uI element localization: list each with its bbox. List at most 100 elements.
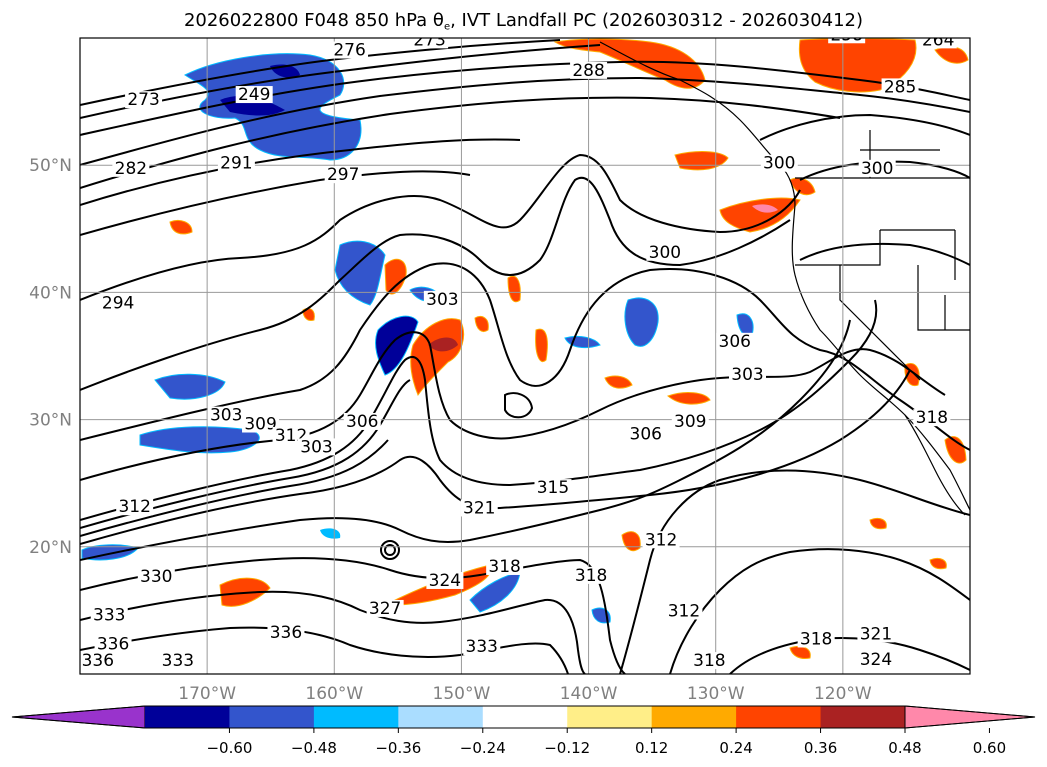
contour-label: 318 xyxy=(575,566,607,586)
contour-label: 336 xyxy=(270,623,302,643)
contour-label: 303 xyxy=(210,406,242,426)
contour-label-bg xyxy=(423,290,461,308)
lon-tick-label: 140°W xyxy=(560,684,618,704)
contour-label-bg xyxy=(159,652,197,670)
contour-label-bg xyxy=(642,531,680,549)
contour-label-bg xyxy=(217,154,255,172)
contour-label: 249 xyxy=(238,85,270,105)
ivt-negative-patch xyxy=(375,315,419,376)
colorbar-segment xyxy=(313,706,399,728)
contour-line xyxy=(80,379,411,529)
figure-title: 2026022800 F048 850 hPa θe, IVT Landfall… xyxy=(0,10,1047,32)
contour-label: 297 xyxy=(327,165,359,185)
contour-line xyxy=(80,262,970,451)
colorbar-segment xyxy=(820,706,906,728)
colorbar-extend-high xyxy=(904,705,1036,729)
ivt-positive-patch xyxy=(929,557,947,570)
ivt-negative-patch xyxy=(320,528,341,539)
contour-label: 333 xyxy=(93,605,125,625)
colorbar-segment xyxy=(482,706,568,728)
contour-label-bg xyxy=(343,412,381,430)
state-border xyxy=(917,265,970,331)
coastlines xyxy=(599,41,970,516)
contour-line xyxy=(669,548,970,674)
contour-label-bg xyxy=(627,425,665,443)
ivt-positive-patch xyxy=(384,258,407,295)
lon-tick-label: 150°W xyxy=(433,684,491,704)
contour-label-bg xyxy=(858,159,896,177)
contour-line xyxy=(80,39,561,106)
colorbar-tick-label: −0.12 xyxy=(544,739,590,757)
contour-label-bg xyxy=(690,652,728,670)
lat-tick-labels: 20°N 30°N 40°N 50°N xyxy=(29,156,72,558)
contour-label: 315 xyxy=(537,478,569,498)
contour-label-bg xyxy=(324,166,362,184)
contour-label: 312 xyxy=(645,530,677,550)
colorbar-extend-low xyxy=(11,705,146,729)
contour-label: 318 xyxy=(916,408,948,428)
lat-tick-label: 50°N xyxy=(29,156,72,176)
colorbar xyxy=(11,705,1036,729)
colorbar-tick-label: −0.24 xyxy=(460,739,506,757)
colorbar-segment xyxy=(567,706,653,728)
contour-label-bg xyxy=(463,638,501,656)
contour-label: 273 xyxy=(127,90,159,110)
contour-label-bg xyxy=(94,635,132,653)
colorbar-segment xyxy=(398,706,484,728)
colorbar-segment xyxy=(229,706,315,728)
contour-label: 264 xyxy=(922,30,954,50)
lon-tick-labels: 170°W 160°W 150°W 140°W 130°W 120°W xyxy=(178,684,872,704)
contour-label: 336 xyxy=(97,635,129,655)
contour-label: 258 xyxy=(830,25,862,45)
contour-label-bg xyxy=(716,332,754,350)
contour-label: 321 xyxy=(860,624,892,644)
contour-label: 318 xyxy=(488,557,520,577)
contour-label-bg xyxy=(570,61,608,79)
contour-label: 312 xyxy=(118,497,150,517)
contour-label: 300 xyxy=(763,154,795,174)
contour-label-bg xyxy=(297,438,335,456)
contour-label-bg xyxy=(207,406,245,424)
contour-label-bg xyxy=(913,409,951,427)
state-border xyxy=(839,265,921,381)
contour-label: 300 xyxy=(649,243,681,263)
colorbar-tick-label: 0.12 xyxy=(635,739,668,757)
ivt-positive-patch xyxy=(944,436,967,464)
contour-label: 294 xyxy=(102,294,134,314)
state-border xyxy=(795,230,881,266)
lat-tick-label: 40°N xyxy=(29,283,72,303)
contour-label: 312 xyxy=(668,601,700,621)
lat-tick-label: 20°N xyxy=(29,538,72,558)
contour-label: 276 xyxy=(333,41,365,61)
contour-label-bg xyxy=(881,78,919,96)
contour-line xyxy=(80,626,569,674)
contour-label-bg xyxy=(242,415,280,433)
contour-line xyxy=(80,96,841,189)
contour-line xyxy=(80,590,586,674)
ivt-positive-patch xyxy=(428,337,458,352)
contour-label: 303 xyxy=(426,290,458,310)
colorbar-tick-labels: −0.60 −0.48 −0.36 −0.24 −0.12 0.12 0.24 0.36 0.4… xyxy=(206,728,1006,757)
contour-label: 309 xyxy=(244,415,276,435)
contour-label-bg xyxy=(857,625,895,643)
ivt-positive-patch xyxy=(169,219,193,235)
map-content: 273 276 273 288 258 264 285 249 282 291 297 300 300 3… xyxy=(80,25,970,674)
contour-loop xyxy=(380,540,400,560)
ivt-positive-patch xyxy=(752,204,778,213)
contour-label: 324 xyxy=(860,650,892,670)
contour-label: 282 xyxy=(115,159,147,179)
contour-label-bg xyxy=(729,365,766,383)
contour-label: 306 xyxy=(630,425,662,445)
contour-label-bg xyxy=(797,630,835,648)
contour-line xyxy=(759,113,970,141)
colorbar-segment xyxy=(736,706,822,728)
colorbar-segment xyxy=(145,706,230,728)
contour-line xyxy=(80,153,801,301)
title-subscript: e xyxy=(443,21,451,33)
contour-label-bg xyxy=(411,38,449,49)
contour-label-bg xyxy=(486,557,524,575)
contour-label: 303 xyxy=(300,437,332,457)
contour-label: 291 xyxy=(220,154,252,174)
lon-tick-label: 160°W xyxy=(305,684,363,704)
contour-label-bg xyxy=(426,571,464,589)
